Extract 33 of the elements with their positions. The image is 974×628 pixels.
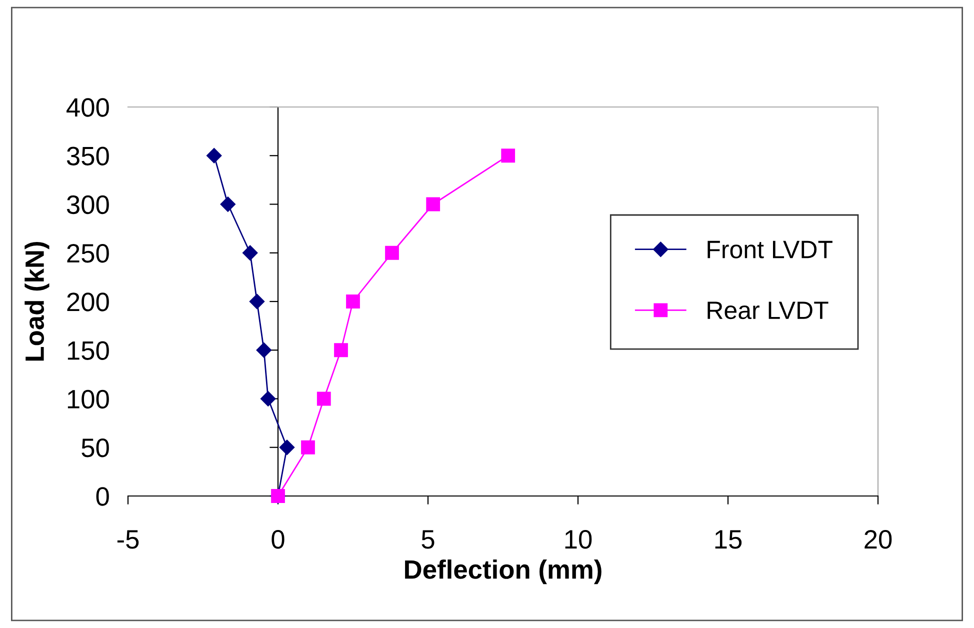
x-tick-label: 10 xyxy=(565,530,592,549)
point xyxy=(249,294,265,310)
x-tick-label: 20 xyxy=(864,530,892,549)
y-tick-label: 150 xyxy=(68,341,109,360)
y-tick-label: 200 xyxy=(67,292,109,312)
legend-label: Rear LVDT xyxy=(708,302,828,320)
point xyxy=(316,392,331,406)
point xyxy=(260,391,276,406)
y-tick-label: 50 xyxy=(82,438,109,458)
y-tick-label: 350 xyxy=(66,146,109,166)
y-tick-label: 0 xyxy=(96,487,109,506)
x-tick-label: 0 xyxy=(272,530,284,549)
point xyxy=(346,294,360,308)
point xyxy=(301,440,315,454)
legend-label: Front LVDT xyxy=(708,240,832,258)
point xyxy=(426,197,440,212)
y-tick-label: 300 xyxy=(66,195,109,214)
point xyxy=(256,342,272,358)
x-tick-label: 5 xyxy=(422,530,434,549)
point xyxy=(279,440,295,455)
y-tick-label: 100 xyxy=(68,390,109,409)
point xyxy=(242,245,258,260)
point xyxy=(220,196,236,212)
y-tick-label: 250 xyxy=(67,244,109,263)
point xyxy=(334,343,348,358)
point xyxy=(385,246,399,260)
point xyxy=(501,148,516,163)
point xyxy=(206,148,222,164)
y-axis-title: Load (kN) xyxy=(24,242,50,361)
x-tick-label: 15 xyxy=(715,530,742,549)
x-axis-title: Deflection (mm) xyxy=(405,559,602,584)
x-tick-label: -5 xyxy=(117,530,139,549)
y-tick-label: 400 xyxy=(66,98,109,117)
